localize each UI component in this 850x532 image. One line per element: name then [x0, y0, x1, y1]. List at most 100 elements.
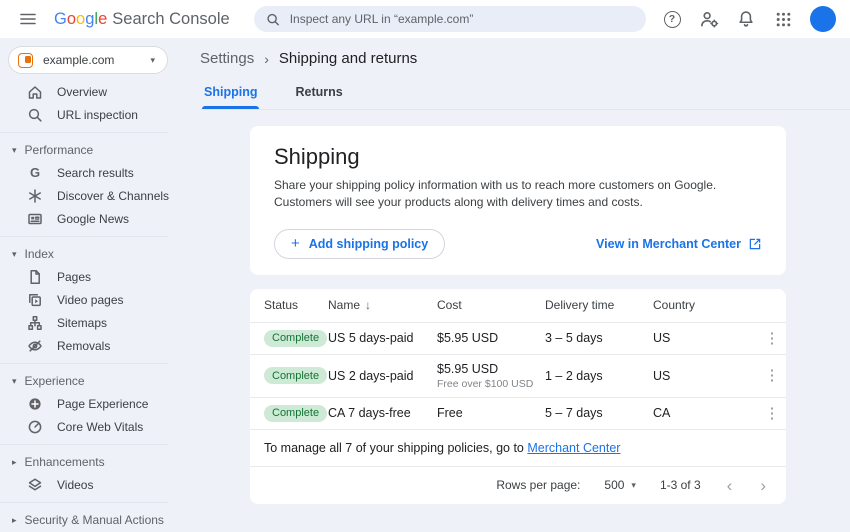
search-input[interactable]: [289, 12, 634, 26]
sidebar-item-label: Core Web Vitals: [57, 419, 144, 434]
policy-country: US: [653, 368, 671, 383]
topbar-actions: ?: [658, 5, 836, 33]
policy-cost: $5.95 USD: [437, 331, 499, 346]
sidebar-item-label: Pages: [57, 269, 92, 284]
chevron-down-icon: ▾: [631, 479, 636, 490]
property-icon: [18, 52, 33, 68]
sidebar-item-core-web-vitals[interactable]: Core Web Vitals: [0, 415, 180, 438]
main-content: Settings › Shipping and returns Shipping…: [180, 38, 850, 532]
breadcrumb-settings-link[interactable]: Settings: [200, 50, 255, 67]
status-badge: Complete: [264, 367, 328, 385]
description-line: Share your shipping policy information w…: [274, 178, 717, 192]
divider: [0, 502, 168, 503]
sidebar-item-pages[interactable]: Pages: [0, 265, 180, 288]
card-description: Share your shipping policy information w…: [274, 177, 762, 212]
sidebar-item-label: Page Experience: [57, 396, 149, 411]
tab-shipping[interactable]: Shipping: [202, 79, 260, 109]
sidebar-item-label: Overview: [57, 84, 108, 99]
sidebar-item-discover-channels[interactable]: Discover & Channels: [0, 184, 180, 207]
add-shipping-policy-button[interactable]: + Add shipping policy: [274, 228, 446, 259]
sidebar-item-label: Discover & Channels: [57, 188, 170, 203]
sidebar-item-url-inspection[interactable]: URL inspection: [0, 103, 180, 126]
eye-off-icon: [28, 339, 42, 352]
sidebar-section-label: Enhancements: [24, 455, 105, 469]
sidebar-section-label: Security & Manual Actions: [24, 513, 164, 527]
view-in-merchant-center-link[interactable]: View in Merchant Center: [596, 237, 762, 251]
status-badge: Complete: [264, 404, 328, 422]
sidebar-item-removals[interactable]: Removals: [0, 334, 180, 357]
sidebar-section-index[interactable]: ▾ Index: [0, 243, 180, 265]
chevron-down-icon: ▾: [150, 54, 155, 65]
sort-desc-icon: ↓: [365, 298, 372, 313]
chevron-down-icon: ▾: [12, 144, 17, 155]
page-range: 1-3 of 3: [659, 478, 701, 493]
logo-letter: o: [76, 9, 86, 28]
policy-delivery-time: 5 – 7 days: [545, 406, 603, 421]
tab-returns[interactable]: Returns: [295, 85, 343, 99]
sidebar-item-search-results[interactable]: G Search results: [0, 161, 180, 184]
hamburger-menu-icon[interactable]: [16, 7, 40, 31]
row-menu-kebab-icon[interactable]: ⋮: [758, 406, 786, 421]
sidebar-section-experience[interactable]: ▾ Experience: [0, 370, 180, 392]
help-icon: ?: [663, 10, 681, 28]
top-app-bar: Google Search Console ?: [0, 0, 850, 38]
sidebar-section-security-manual-actions[interactable]: ▸ Security & Manual Actions: [0, 509, 180, 531]
merchant-center-link[interactable]: Merchant Center: [527, 440, 621, 455]
previous-page-button[interactable]: ‹: [726, 475, 733, 495]
policy-cost: Free: [437, 406, 463, 421]
sidebar-item-overview[interactable]: Overview: [0, 80, 180, 103]
user-settings-button[interactable]: [695, 5, 723, 33]
hamburger-glyph: [20, 13, 36, 25]
description-line: Customers will see your products along w…: [274, 195, 643, 210]
sidebar-section-enhancements[interactable]: ▸ Enhancements: [0, 451, 180, 473]
sidebar-item-label: Sitemaps: [57, 315, 108, 330]
sidebar-item-page-experience[interactable]: Page Experience: [0, 392, 180, 415]
help-button[interactable]: ?: [658, 5, 686, 33]
external-link-icon: [749, 238, 761, 250]
status-badge: Complete: [264, 329, 328, 347]
add-button-label: Add shipping policy: [308, 236, 429, 251]
row-menu-kebab-icon[interactable]: ⋮: [758, 331, 786, 346]
divider: [0, 236, 168, 237]
logo-letter: l: [94, 9, 99, 28]
rows-per-page-select[interactable]: 500 ▾: [604, 478, 636, 492]
sidebar-item-label: Video pages: [57, 292, 124, 307]
search-icon: [267, 13, 279, 25]
tab-bar: Shipping Returns: [200, 79, 850, 110]
column-header-delivery: Delivery time: [545, 298, 615, 313]
sidebar-item-label: Removals: [57, 338, 111, 353]
column-header-name[interactable]: Name ↓: [328, 298, 437, 312]
policy-country: CA: [653, 406, 671, 421]
sidebar-section-performance[interactable]: ▾ Performance: [0, 139, 180, 161]
avatar[interactable]: [810, 6, 836, 32]
chevron-down-icon: ▾: [12, 375, 17, 386]
apps-grid-button[interactable]: [769, 5, 797, 33]
rows-per-page-label: Rows per page:: [496, 478, 581, 493]
property-selector[interactable]: example.com ▾: [8, 46, 168, 74]
sidebar-item-label: URL inspection: [57, 107, 138, 122]
apps-grid-icon: [776, 12, 790, 26]
news-icon: [28, 213, 42, 224]
sidebar-item-sitemaps[interactable]: Sitemaps: [0, 311, 180, 334]
table-footer-note: To manage all 7 of your shipping policie…: [250, 430, 786, 467]
url-inspect-searchbar[interactable]: [253, 6, 646, 32]
row-menu-kebab-icon[interactable]: ⋮: [758, 368, 786, 383]
page-experience-icon: [29, 397, 41, 410]
sidebar-item-video-pages[interactable]: Video pages: [0, 288, 180, 311]
sidebar-item-google-news[interactable]: Google News: [0, 207, 180, 230]
sitemaps-icon: [28, 315, 42, 330]
chevron-right-icon: ▸: [12, 456, 17, 467]
sidebar-section-label: Experience: [24, 374, 85, 388]
logo-letter: e: [98, 9, 108, 28]
notifications-button[interactable]: [732, 5, 760, 33]
next-page-button[interactable]: ›: [760, 475, 766, 495]
sidebar-section-label: Index: [24, 247, 54, 261]
sidebar-item-videos[interactable]: Videos: [0, 473, 180, 496]
policy-country: US: [653, 331, 671, 346]
table-row: Complete US 2 days-paid $5.95 USD Free ov…: [250, 355, 786, 398]
layers-icon: [28, 477, 42, 491]
sidebar-section-label: Performance: [24, 143, 94, 157]
policy-name: US 2 days-paid: [328, 368, 414, 383]
merchant-link-label: View in Merchant Center: [596, 236, 741, 251]
